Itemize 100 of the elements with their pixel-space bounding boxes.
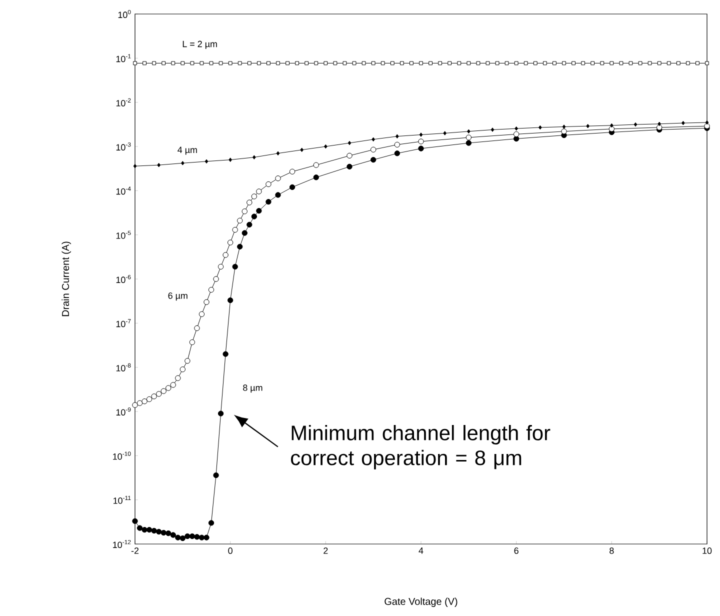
point [586, 124, 590, 128]
point [232, 226, 238, 233]
point [372, 137, 376, 142]
point [189, 339, 196, 346]
point [656, 124, 662, 130]
point [658, 122, 662, 126]
y-tick-label: 10$^{-7}$ [116, 319, 131, 328]
point [166, 530, 172, 536]
point [142, 526, 148, 533]
point [394, 150, 400, 156]
x-tick-label: 4 [418, 548, 424, 554]
point [246, 200, 252, 206]
point [466, 134, 472, 140]
point [275, 192, 281, 198]
point [561, 128, 567, 134]
point [237, 244, 243, 250]
point [634, 122, 638, 127]
point [156, 528, 162, 535]
point [682, 120, 685, 126]
point [242, 208, 248, 214]
point [184, 533, 190, 540]
point [175, 375, 181, 381]
point [136, 400, 143, 406]
point [198, 311, 205, 317]
point [704, 123, 710, 129]
point [251, 214, 258, 220]
point [146, 526, 152, 533]
point [204, 159, 208, 164]
point [198, 534, 205, 540]
point [218, 264, 224, 270]
x-axis-title: Gate Voltage (V) [384, 598, 458, 607]
point [514, 126, 518, 131]
point [266, 198, 272, 205]
point [222, 351, 228, 357]
point [208, 520, 214, 526]
x-tick-label: 8 [610, 548, 614, 554]
point [136, 525, 143, 531]
point [180, 535, 186, 542]
point [213, 276, 219, 282]
point [289, 184, 296, 190]
y-tick-label: 10$^{-10}$ [113, 452, 131, 460]
point [266, 181, 272, 188]
point [313, 174, 319, 180]
y-tick-label: 10$^{-12}$ [113, 540, 131, 548]
point [443, 131, 447, 136]
y-tick-label: 10$^{-1}$ [116, 54, 131, 62]
point [208, 286, 214, 293]
point [705, 120, 709, 125]
point [132, 402, 138, 408]
y-tick-label: 10$^{0}$ [118, 10, 131, 18]
point [166, 385, 172, 391]
point [189, 533, 196, 540]
point [170, 382, 176, 388]
point [184, 358, 190, 364]
point [218, 410, 224, 416]
point [237, 218, 243, 224]
point [251, 194, 258, 200]
point [228, 158, 232, 162]
point [142, 398, 148, 404]
y-axis-title: Drain Current (A) [62, 242, 72, 316]
point [175, 534, 181, 540]
point [222, 252, 228, 258]
point [232, 264, 238, 270]
point [194, 534, 200, 540]
point [419, 132, 423, 137]
point [156, 391, 162, 397]
point [204, 534, 210, 540]
point [151, 528, 157, 534]
x-tick-label: -2 [131, 548, 139, 554]
x-tick-label: 10 [702, 548, 712, 554]
y-tick-label: 10$^{-4}$ [116, 186, 131, 195]
point [252, 155, 256, 160]
point [256, 188, 262, 194]
point [313, 162, 319, 168]
point [608, 126, 615, 132]
point [160, 530, 166, 536]
point [160, 388, 166, 394]
point [146, 396, 152, 402]
text: 8 µm [243, 384, 262, 393]
x-tick-label: 0 [228, 548, 232, 554]
point [346, 152, 352, 159]
point [610, 123, 614, 128]
point [227, 297, 234, 304]
y-tick-label: 10$^{-11}$ [114, 496, 131, 504]
point [246, 222, 252, 228]
point [466, 140, 472, 146]
point [513, 131, 520, 138]
y-tick-label: 10$^{-2}$ [116, 98, 131, 106]
point [132, 518, 138, 524]
point [300, 148, 304, 152]
point [180, 161, 184, 166]
point [324, 144, 328, 149]
point [562, 124, 566, 129]
point [418, 138, 424, 144]
y-tick-label: 10$^{-8}$ [116, 363, 131, 372]
point [157, 162, 161, 168]
point [151, 394, 157, 400]
point [242, 230, 248, 236]
point [346, 164, 352, 170]
point [490, 128, 494, 132]
